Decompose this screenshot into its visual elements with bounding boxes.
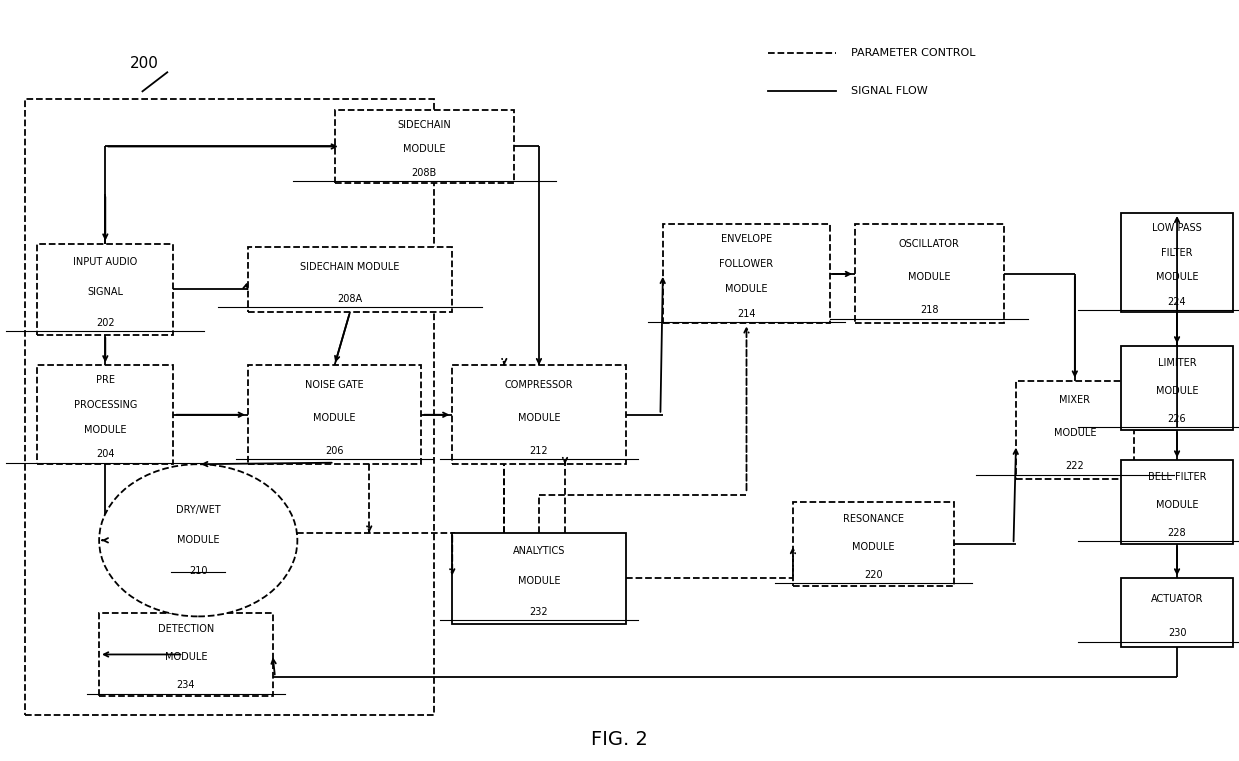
Text: MIXER: MIXER [1059,395,1090,406]
Text: 200: 200 [130,56,159,72]
Text: DETECTION: DETECTION [157,624,214,635]
Text: 202: 202 [95,317,115,328]
Bar [25,99,434,715]
Text: MODULE: MODULE [518,576,560,587]
Text: ENVELOPE: ENVELOPE [721,234,772,244]
Text: FIG. 2: FIG. 2 [591,731,648,749]
Text: 224: 224 [1167,297,1187,307]
Text: 218: 218 [921,305,938,315]
Bar [1016,380,1134,479]
Text: MODULE: MODULE [518,413,560,423]
Text: 228: 228 [1167,528,1187,538]
Text: INPUT AUDIO: INPUT AUDIO [73,256,138,267]
Text: MODULE: MODULE [165,652,207,662]
Text: 204: 204 [97,449,114,460]
Text: MODULE: MODULE [177,535,219,546]
Text: SIGNAL: SIGNAL [87,287,124,298]
Text: FILTER: FILTER [1161,247,1193,258]
Bar [1121,346,1233,430]
Text: MODULE: MODULE [1156,272,1198,282]
Text: COMPRESSOR: COMPRESSOR [504,380,574,390]
Text: 222: 222 [1066,461,1084,471]
Text: PROCESSING: PROCESSING [73,400,138,410]
Text: 214: 214 [737,308,756,319]
Text: 208B: 208B [411,168,437,178]
Bar [1121,578,1233,647]
Text: MODULE: MODULE [84,425,126,435]
Text: MODULE: MODULE [908,272,950,282]
Bar [37,365,173,464]
Text: 230: 230 [1168,628,1186,638]
Bar [452,533,626,624]
Text: MODULE: MODULE [852,542,895,552]
Text: NOISE GATE: NOISE GATE [305,380,364,390]
Text: SIDECHAIN MODULE: SIDECHAIN MODULE [300,262,400,272]
Bar [248,365,421,464]
Text: LOW PASS: LOW PASS [1152,223,1202,233]
Bar [1121,460,1233,544]
Text: MODULE: MODULE [313,413,356,423]
Bar [335,110,514,183]
Text: SIGNAL FLOW: SIGNAL FLOW [851,86,928,97]
Text: OSCILLATOR: OSCILLATOR [898,239,960,250]
Text: ACTUATOR: ACTUATOR [1151,594,1203,604]
Text: LIMITER: LIMITER [1157,358,1197,368]
Text: MODULE: MODULE [403,144,446,154]
Text: MODULE: MODULE [725,284,768,294]
Text: BELL FILTER: BELL FILTER [1147,472,1207,482]
Text: MODULE: MODULE [1053,428,1097,438]
Text: RESONANCE: RESONANCE [843,514,904,524]
Bar [663,224,830,323]
Bar [248,247,452,312]
Bar [37,244,173,335]
Text: MODULE: MODULE [1156,386,1198,396]
Text: SIDECHAIN: SIDECHAIN [398,119,451,130]
Text: 206: 206 [326,446,343,456]
Bar [855,224,1004,323]
Text: 220: 220 [864,570,883,580]
Ellipse shape [99,464,297,616]
Text: PRE: PRE [95,375,115,385]
Text: 234: 234 [177,680,195,690]
Text: 210: 210 [190,565,207,576]
Bar [1121,213,1233,312]
Text: FOLLOWER: FOLLOWER [720,259,773,269]
Text: 226: 226 [1167,414,1187,424]
Text: 232: 232 [529,607,549,617]
Text: 212: 212 [529,446,549,456]
Text: 208A: 208A [337,294,363,304]
Bar [99,613,273,696]
Text: MODULE: MODULE [1156,500,1198,510]
Bar [793,502,954,586]
Bar [452,365,626,464]
Text: DRY/WET: DRY/WET [176,505,221,515]
Text: PARAMETER CONTROL: PARAMETER CONTROL [851,48,975,59]
Text: ANALYTICS: ANALYTICS [513,546,565,556]
